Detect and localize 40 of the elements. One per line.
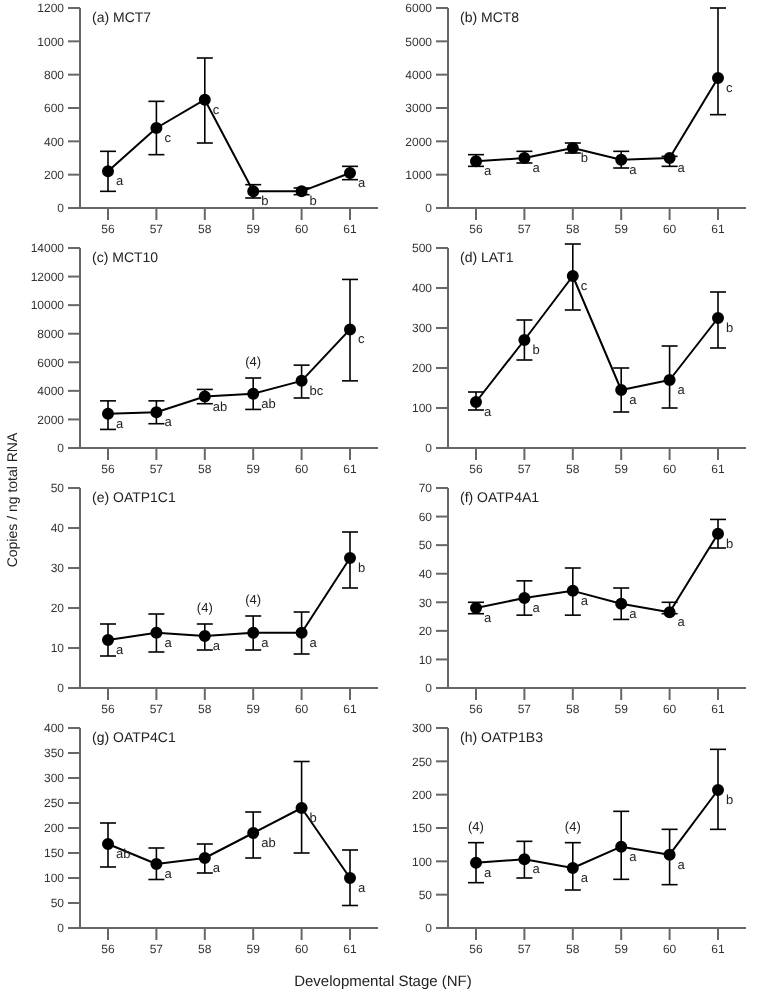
point: [470, 396, 482, 408]
point: [198, 93, 211, 106]
point: [615, 597, 628, 610]
point: [150, 858, 163, 870]
point: [615, 840, 628, 853]
point: [344, 323, 356, 336]
point: [198, 630, 211, 642]
point: [295, 185, 308, 198]
point: [470, 856, 482, 869]
point: [566, 584, 579, 597]
point: [663, 848, 676, 861]
point: [102, 634, 114, 646]
point: [295, 626, 308, 639]
point: [712, 72, 724, 84]
point: [102, 407, 114, 420]
point: [150, 406, 163, 419]
point: [518, 853, 531, 866]
point: [295, 802, 308, 814]
point: [150, 626, 163, 639]
point: [247, 827, 260, 839]
point: [198, 852, 211, 864]
point: [344, 552, 356, 564]
point: [102, 165, 114, 178]
point: [712, 312, 724, 324]
point: [712, 784, 724, 796]
point: [247, 626, 260, 639]
point: [247, 387, 260, 400]
point: [150, 122, 163, 134]
point: [712, 527, 724, 540]
point: [295, 374, 308, 387]
point: [615, 384, 628, 396]
point: [566, 862, 579, 874]
point: [663, 152, 676, 164]
point: [663, 606, 676, 619]
point: [566, 270, 579, 282]
point: [518, 592, 531, 604]
point: [344, 872, 356, 884]
point: [663, 374, 676, 386]
point: [518, 334, 531, 346]
point: [102, 838, 114, 850]
